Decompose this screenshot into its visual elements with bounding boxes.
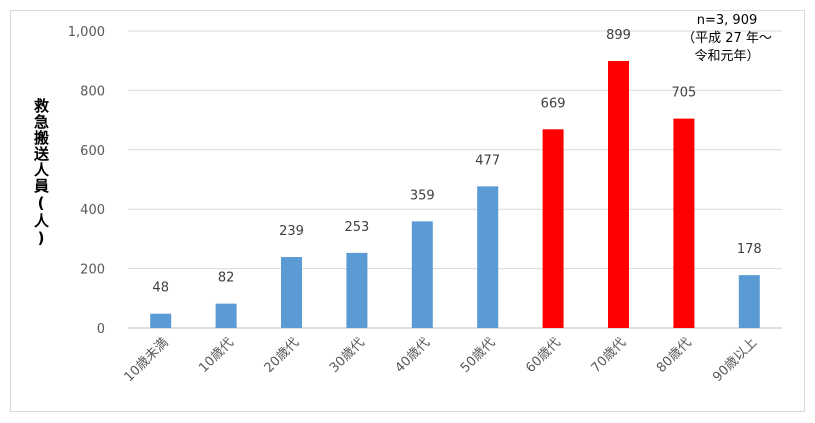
bar — [346, 252, 368, 328]
bar — [542, 129, 564, 328]
bar — [738, 275, 760, 328]
data-label: 82 — [218, 271, 235, 286]
x-tick-label: 90歳以上 — [710, 335, 760, 385]
bar — [673, 118, 695, 329]
y-tick-label: 200 — [80, 263, 105, 278]
bar — [411, 221, 433, 328]
x-tick-label: 20歳代 — [262, 335, 303, 376]
y-tick-label: 1,000 — [68, 25, 105, 40]
bar — [608, 60, 629, 328]
note-line-2: （平成 27 年～ — [682, 31, 772, 46]
data-label: 705 — [671, 86, 696, 101]
data-label: 477 — [475, 153, 500, 168]
data-label: 239 — [279, 224, 304, 239]
data-label: 253 — [344, 220, 369, 235]
y-tick-label: 400 — [80, 203, 105, 218]
data-label: 178 — [737, 242, 762, 257]
x-tick-label: 60歳代 — [523, 335, 564, 376]
x-tick-label: 80歳代 — [654, 335, 695, 376]
data-label: 48 — [152, 281, 169, 296]
x-tick-label: 10歳代 — [196, 335, 237, 376]
x-tick-label: 40歳代 — [392, 335, 433, 376]
x-tick-label: 70歳代 — [589, 335, 630, 376]
data-label: 899 — [606, 28, 631, 43]
x-tick-label: 50歳代 — [458, 335, 499, 376]
sample-size-note: n=3, 909 （平成 27 年～ 令和元年） — [662, 12, 792, 66]
bar — [477, 186, 499, 328]
y-axis-label: 救急搬送人員(人) — [32, 98, 50, 248]
note-line-3: 令和元年） — [694, 49, 760, 64]
chart-frame — [10, 10, 805, 412]
y-tick-label: 800 — [80, 84, 105, 99]
bar — [150, 313, 172, 328]
data-label: 669 — [541, 96, 566, 111]
y-tick-label: 0 — [97, 322, 105, 337]
bar — [281, 257, 302, 328]
data-label: 359 — [410, 188, 435, 203]
x-tick-label: 30歳代 — [327, 335, 368, 376]
bar — [215, 303, 237, 328]
x-tick-label: 10歳未満 — [122, 335, 172, 385]
note-line-1: n=3, 909 — [696, 13, 758, 28]
y-tick-label: 600 — [80, 144, 105, 159]
